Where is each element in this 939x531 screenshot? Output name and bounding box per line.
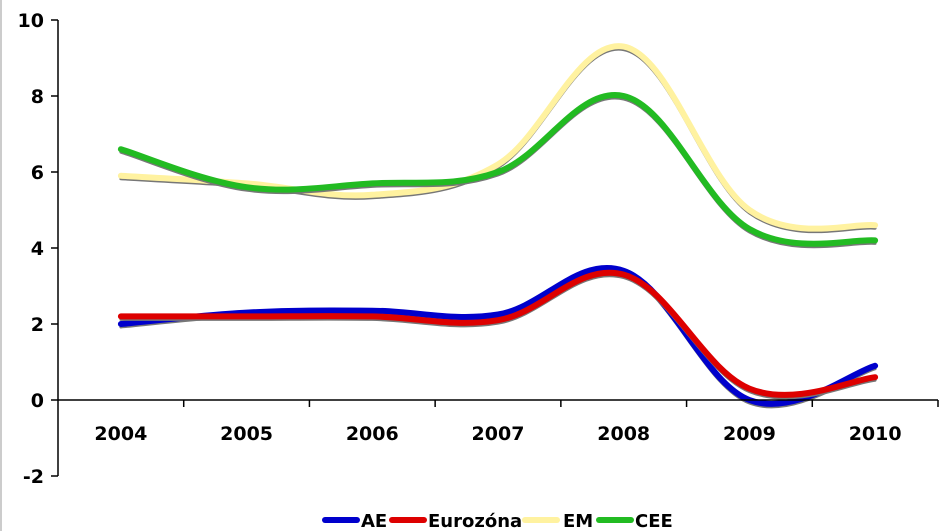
series-line xyxy=(117,91,879,247)
y-tick-label: 0 xyxy=(31,390,44,412)
y-tick-label: 6 xyxy=(31,162,44,184)
series-layer xyxy=(117,43,879,409)
x-tick-label: 2008 xyxy=(597,423,650,445)
x-tick-label: 2004 xyxy=(94,423,147,445)
legend: AE Eurozóna EM CEE xyxy=(322,511,673,531)
y-tick-label: 4 xyxy=(31,238,44,260)
x-tick-label: 2009 xyxy=(723,423,776,445)
series-shadow xyxy=(119,47,877,234)
x-tick-label: 2007 xyxy=(472,423,525,445)
x-tick-label: 2005 xyxy=(220,423,273,445)
series-line xyxy=(117,43,879,232)
series-line xyxy=(117,269,879,398)
x-axis: 2004 2005 2006 2007 2008 2009 2010 xyxy=(58,399,939,445)
series-shadow xyxy=(119,269,877,409)
y-axis: -2 0 2 4 6 8 10 xyxy=(18,10,59,488)
x-tick-label: 2006 xyxy=(346,423,399,445)
legend-label: EM xyxy=(563,511,593,531)
series-line xyxy=(117,265,879,407)
legend-label: Eurozóna xyxy=(428,511,522,531)
legend-label: CEE xyxy=(635,511,673,531)
x-tick-label: 2010 xyxy=(849,423,902,445)
legend-label: AE xyxy=(361,511,387,531)
y-tick-label: -2 xyxy=(23,466,44,488)
series-shadow xyxy=(119,274,877,400)
y-tick-label: 8 xyxy=(31,86,44,108)
y-tick-label: 2 xyxy=(31,314,44,336)
y-tick-label: 10 xyxy=(18,10,44,32)
